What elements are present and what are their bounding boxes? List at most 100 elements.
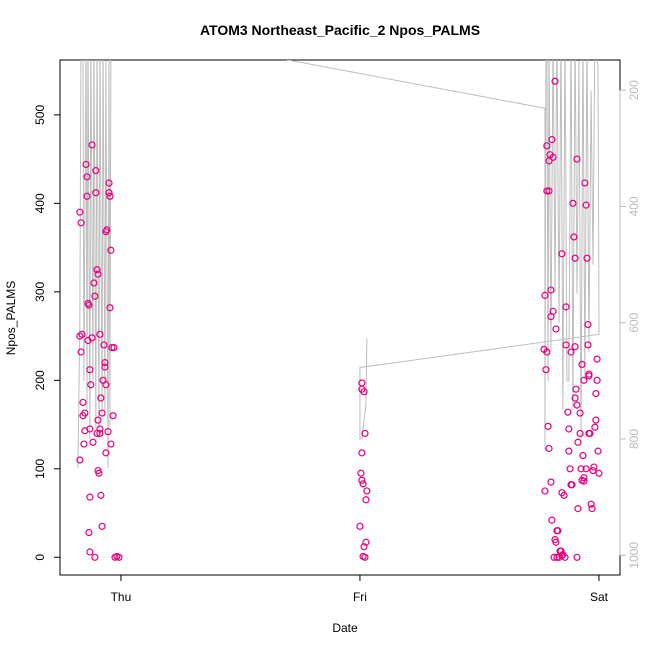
point [589, 466, 597, 475]
point [549, 153, 557, 161]
point [595, 469, 603, 477]
point [363, 487, 371, 495]
y2-tick-label: 200 [627, 80, 641, 100]
x-tick-label: Sat [590, 590, 609, 604]
point [358, 449, 366, 457]
point [581, 179, 589, 187]
point [82, 160, 90, 169]
x-tick-label: Fri [353, 590, 367, 604]
point [83, 173, 91, 181]
point [92, 189, 100, 197]
point [360, 388, 368, 396]
point [569, 199, 577, 207]
point [549, 307, 557, 315]
point [362, 538, 370, 546]
point [94, 416, 102, 424]
x-axis-label: Date [332, 621, 358, 635]
point [77, 219, 85, 227]
point [588, 505, 596, 513]
point [593, 355, 601, 363]
point [106, 192, 114, 200]
point [561, 553, 569, 561]
point [81, 409, 89, 417]
point [554, 527, 562, 535]
point [102, 449, 110, 457]
point [98, 409, 106, 417]
point [574, 505, 582, 513]
point [89, 438, 97, 446]
y-tick-label: 200 [33, 370, 47, 390]
y2-tick-label: 800 [627, 429, 641, 449]
point [105, 189, 113, 197]
point [558, 250, 566, 258]
point [86, 548, 94, 556]
point [88, 334, 96, 342]
point [107, 440, 115, 448]
point [102, 381, 110, 389]
point [362, 496, 370, 504]
point [590, 463, 598, 471]
point [584, 341, 592, 349]
point [356, 522, 364, 530]
plot-area [76, 60, 603, 561]
point [552, 325, 560, 333]
point [580, 474, 588, 482]
point [91, 553, 99, 561]
point [577, 465, 585, 473]
point [591, 423, 599, 431]
point [76, 208, 84, 216]
point [361, 429, 369, 438]
point [573, 401, 581, 409]
point [103, 226, 111, 234]
point [91, 292, 99, 300]
point [86, 366, 94, 374]
point [96, 429, 104, 438]
point [86, 493, 94, 501]
point [551, 77, 559, 85]
point [548, 136, 556, 144]
point [92, 167, 100, 175]
point [98, 522, 106, 530]
point [547, 478, 555, 486]
point [562, 303, 570, 311]
point [97, 394, 105, 402]
point [543, 187, 551, 195]
point [357, 469, 365, 477]
point [557, 547, 565, 555]
point [548, 516, 556, 524]
point [593, 376, 601, 384]
point [108, 343, 116, 352]
point [93, 266, 101, 274]
point [580, 477, 588, 485]
point [95, 469, 103, 477]
point [85, 528, 93, 537]
point [541, 291, 549, 299]
point [570, 233, 578, 241]
point [542, 366, 550, 374]
point [543, 142, 551, 150]
point [585, 372, 593, 380]
point [90, 279, 98, 287]
point [101, 359, 109, 367]
point [544, 422, 552, 430]
point [104, 428, 112, 436]
point [88, 141, 96, 149]
point [565, 447, 573, 455]
point [571, 254, 579, 262]
y-tick-label: 100 [33, 458, 47, 478]
point [571, 394, 579, 402]
point [80, 440, 88, 448]
point [76, 332, 84, 340]
point [541, 487, 549, 495]
point [101, 363, 109, 371]
y2-tick-label: 1000 [627, 542, 641, 569]
point [573, 155, 581, 163]
point [100, 341, 108, 349]
point [568, 481, 576, 489]
point [545, 187, 553, 195]
point [576, 409, 584, 417]
point [86, 425, 94, 433]
point [97, 491, 105, 499]
point [106, 304, 114, 312]
